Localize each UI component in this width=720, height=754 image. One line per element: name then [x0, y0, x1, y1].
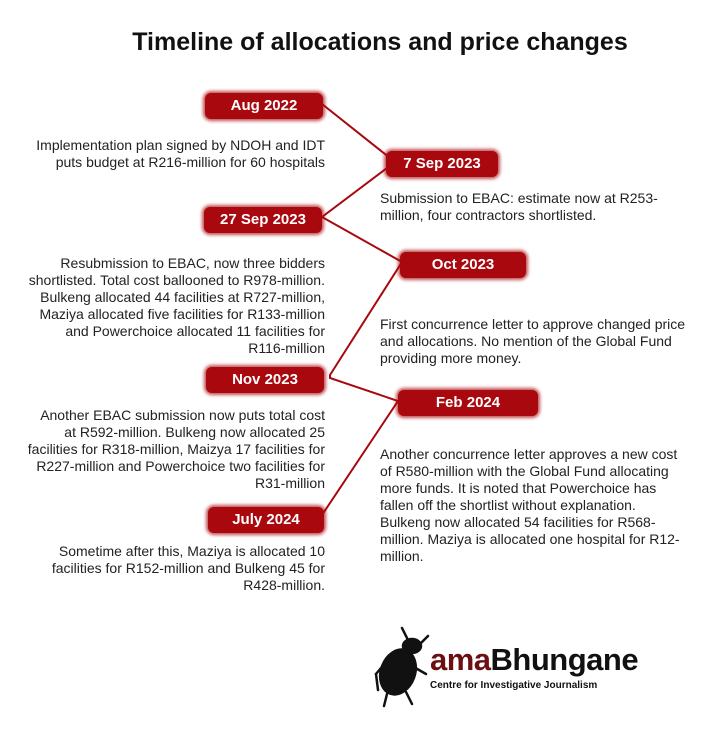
- event-text-27-sep-2023: Resubmission to EBAC, now three bidders …: [28, 255, 325, 356]
- date-badge-7-sep-2023: 7 Sep 2023: [386, 151, 498, 177]
- date-badge-nov-2023: Nov 2023: [206, 367, 324, 393]
- event-text-feb-2024: Another concurrence letter approves a ne…: [380, 446, 680, 564]
- page-title: Timeline of allocations and price change…: [132, 28, 628, 56]
- event-text-nov-2023: Another EBAC submission now puts total c…: [27, 407, 325, 491]
- date-badge-27-sep-2023: 27 Sep 2023: [204, 207, 322, 233]
- date-badge-oct-2023: Oct 2023: [400, 252, 526, 278]
- date-badge-july-2024: July 2024: [208, 507, 324, 533]
- amabhungane-logo: amaBhungane Centre for Investigative Jou…: [372, 622, 672, 712]
- event-text-july-2024: Sometime after this, Maziya is allocated…: [51, 543, 325, 593]
- event-text-oct-2023: First concurrence letter to approve chan…: [380, 316, 686, 366]
- dung-beetle-icon: [374, 626, 430, 708]
- logo-tagline: Centre for Investigative Journalism: [430, 680, 598, 691]
- event-text-aug-2022: Implementation plan signed by NDOH and I…: [36, 137, 325, 170]
- date-badge-feb-2024: Feb 2024: [398, 390, 538, 416]
- logo-wordmark: amaBhungane: [430, 642, 639, 677]
- event-text-7-sep-2023: Submission to EBAC: estimate now at R253…: [380, 190, 658, 223]
- date-badge-aug-2022: Aug 2022: [205, 93, 323, 119]
